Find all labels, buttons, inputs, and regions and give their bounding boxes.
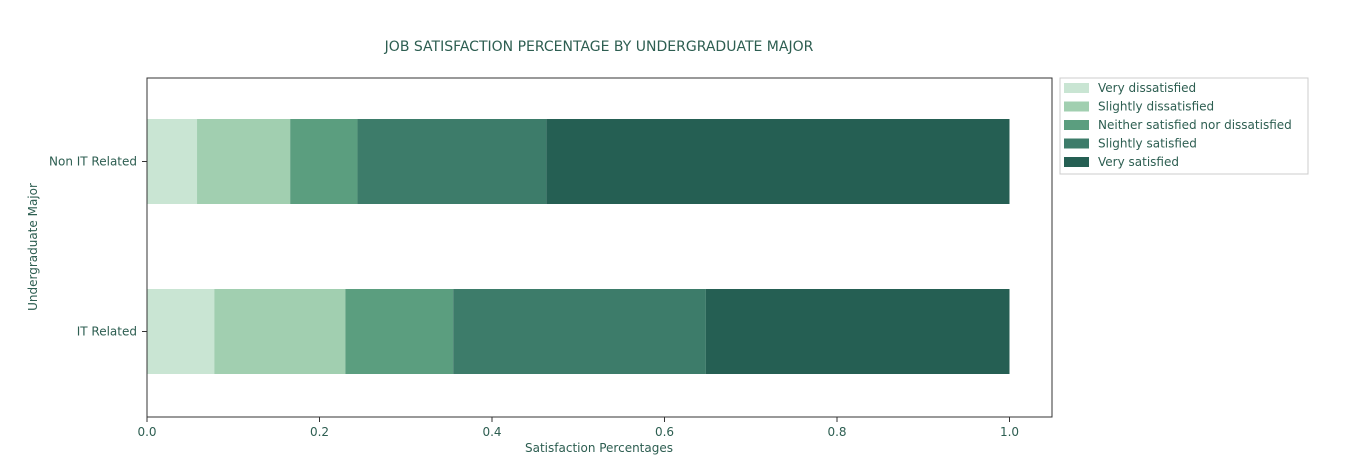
y-tick-label: IT Related xyxy=(77,325,137,339)
plot-frame xyxy=(146,77,1053,418)
legend-swatch xyxy=(1064,157,1089,167)
bar-segment xyxy=(147,289,215,374)
y-tick-label: Non IT Related xyxy=(49,155,137,169)
x-tick-label: 0.4 xyxy=(482,425,501,439)
legend-label: Slightly dissatisfied xyxy=(1098,100,1214,114)
y-axis: Non IT Related IT Related xyxy=(49,155,147,339)
legend-label: Neither satisfied nor dissatisfied xyxy=(1098,118,1292,132)
legend-swatch xyxy=(1064,83,1089,93)
legend: Very dissatisfied Slightly dissatisfied Ne… xyxy=(1059,77,1309,175)
x-axis: 0.0 0.2 0.4 0.6 0.8 1.0 xyxy=(137,417,1019,439)
legend-label: Very dissatisfied xyxy=(1098,81,1196,95)
bar-segment xyxy=(705,289,1010,374)
x-tick-label: 0.6 xyxy=(655,425,674,439)
bar-segment xyxy=(290,119,358,204)
x-tick-label: 0.2 xyxy=(310,425,329,439)
bar-segment xyxy=(546,119,1010,204)
y-axis-label: Undergraduate Major xyxy=(26,183,40,311)
x-tick-label: 1.0 xyxy=(1000,425,1019,439)
legend-frame xyxy=(1059,77,1309,175)
x-tick-label: 0.0 xyxy=(137,425,156,439)
bar-segment xyxy=(147,119,198,204)
bars-group xyxy=(147,119,1010,374)
chart-title: JOB SATISFACTION PERCENTAGE BY UNDERGRAD… xyxy=(384,39,814,55)
bar-segment xyxy=(453,289,706,374)
legend-swatch xyxy=(1064,138,1089,149)
x-axis-label: Satisfaction Percentages xyxy=(525,441,673,455)
legend-swatch xyxy=(1064,101,1089,112)
bar-segment xyxy=(197,119,291,204)
bar-segment xyxy=(357,119,547,204)
bar-segment xyxy=(214,289,346,374)
legend-label: Very satisfied xyxy=(1098,155,1179,169)
legend-swatch xyxy=(1064,120,1089,130)
bar-segment xyxy=(345,289,454,374)
legend-label: Slightly satisfied xyxy=(1098,137,1197,151)
x-tick-label: 0.8 xyxy=(827,425,846,439)
